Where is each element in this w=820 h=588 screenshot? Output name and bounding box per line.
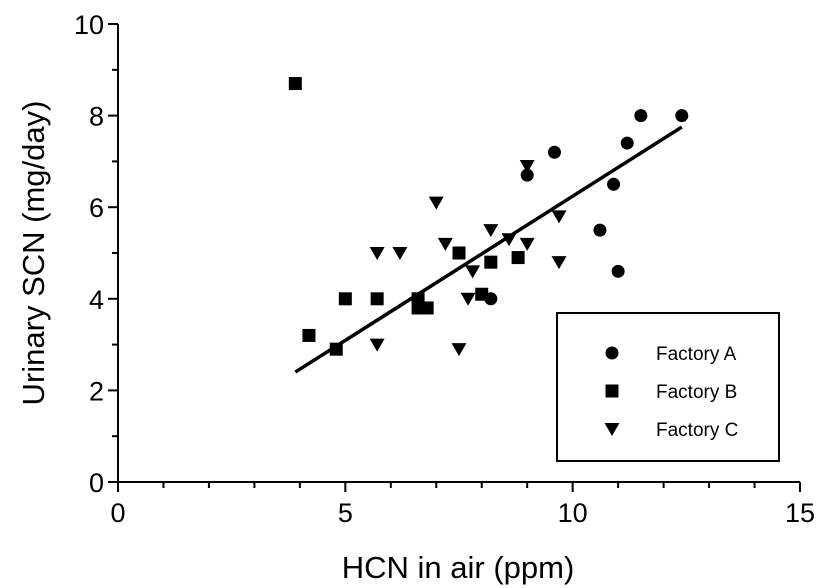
data-points — [288, 77, 689, 357]
point-series-2 — [288, 77, 302, 91]
point-series-1 — [593, 223, 607, 237]
point-series-3 — [551, 256, 567, 270]
point-series-2 — [484, 255, 498, 269]
y-tick-label: 8 — [89, 102, 104, 132]
point-series-2 — [338, 292, 352, 306]
point-series-1 — [520, 168, 534, 182]
y-tick-label: 0 — [89, 468, 104, 498]
y-tick-label: 4 — [89, 285, 104, 315]
point-series-1 — [607, 177, 621, 191]
tick-marks — [108, 23, 801, 492]
point-series-3 — [519, 237, 535, 251]
x-tick-label: 0 — [110, 498, 125, 528]
legend-marker-2 — [605, 384, 619, 398]
y-tick-label: 10 — [74, 10, 104, 40]
point-series-1 — [634, 109, 648, 123]
point-series-3 — [483, 224, 499, 238]
point-series-2 — [302, 328, 316, 342]
point-series-1 — [675, 109, 689, 123]
y-tick-label: 2 — [89, 376, 104, 406]
point-series-1 — [547, 145, 561, 159]
point-series-3 — [392, 247, 408, 260]
legend-label-2: Factory B — [656, 382, 737, 403]
point-series-3 — [369, 338, 385, 352]
point-series-2 — [511, 251, 525, 265]
point-series-1 — [620, 136, 634, 150]
legend: Factory A Factory B Factory C — [556, 312, 780, 462]
point-series-2 — [475, 287, 489, 301]
y-tick-label: 6 — [89, 193, 104, 223]
point-series-3 — [437, 237, 453, 251]
point-series-3 — [460, 292, 476, 306]
point-series-2 — [452, 246, 466, 260]
x-tick-label: 5 — [338, 498, 353, 528]
regression-line-path — [294, 125, 683, 374]
point-series-3 — [501, 233, 517, 247]
x-tick-label: 10 — [558, 498, 588, 528]
legend-marker-1 — [605, 346, 619, 360]
point-series-3 — [551, 210, 567, 224]
legend-label-1: Factory A — [656, 344, 737, 365]
point-series-1 — [611, 264, 625, 278]
point-series-3 — [465, 265, 481, 279]
legend-marker-3 — [604, 423, 620, 436]
point-series-3 — [519, 159, 535, 173]
point-series-2 — [420, 301, 434, 315]
x-axis-title: HCN in air (ppm) — [342, 550, 575, 585]
legend-label-3: Factory C — [656, 420, 738, 441]
y-axis-title: Urinary SCN (mg/day) — [16, 101, 51, 406]
tick-labels: 0 5 10 15 0 2 4 6 8 10 — [74, 10, 815, 528]
point-series-3 — [428, 196, 444, 210]
point-series-3 — [451, 343, 467, 357]
legend-box — [556, 312, 780, 462]
point-series-2 — [329, 342, 343, 356]
point-series-2 — [370, 292, 384, 306]
point-series-3 — [369, 247, 385, 260]
x-tick-label: 15 — [785, 498, 815, 528]
regression-line — [294, 125, 683, 374]
